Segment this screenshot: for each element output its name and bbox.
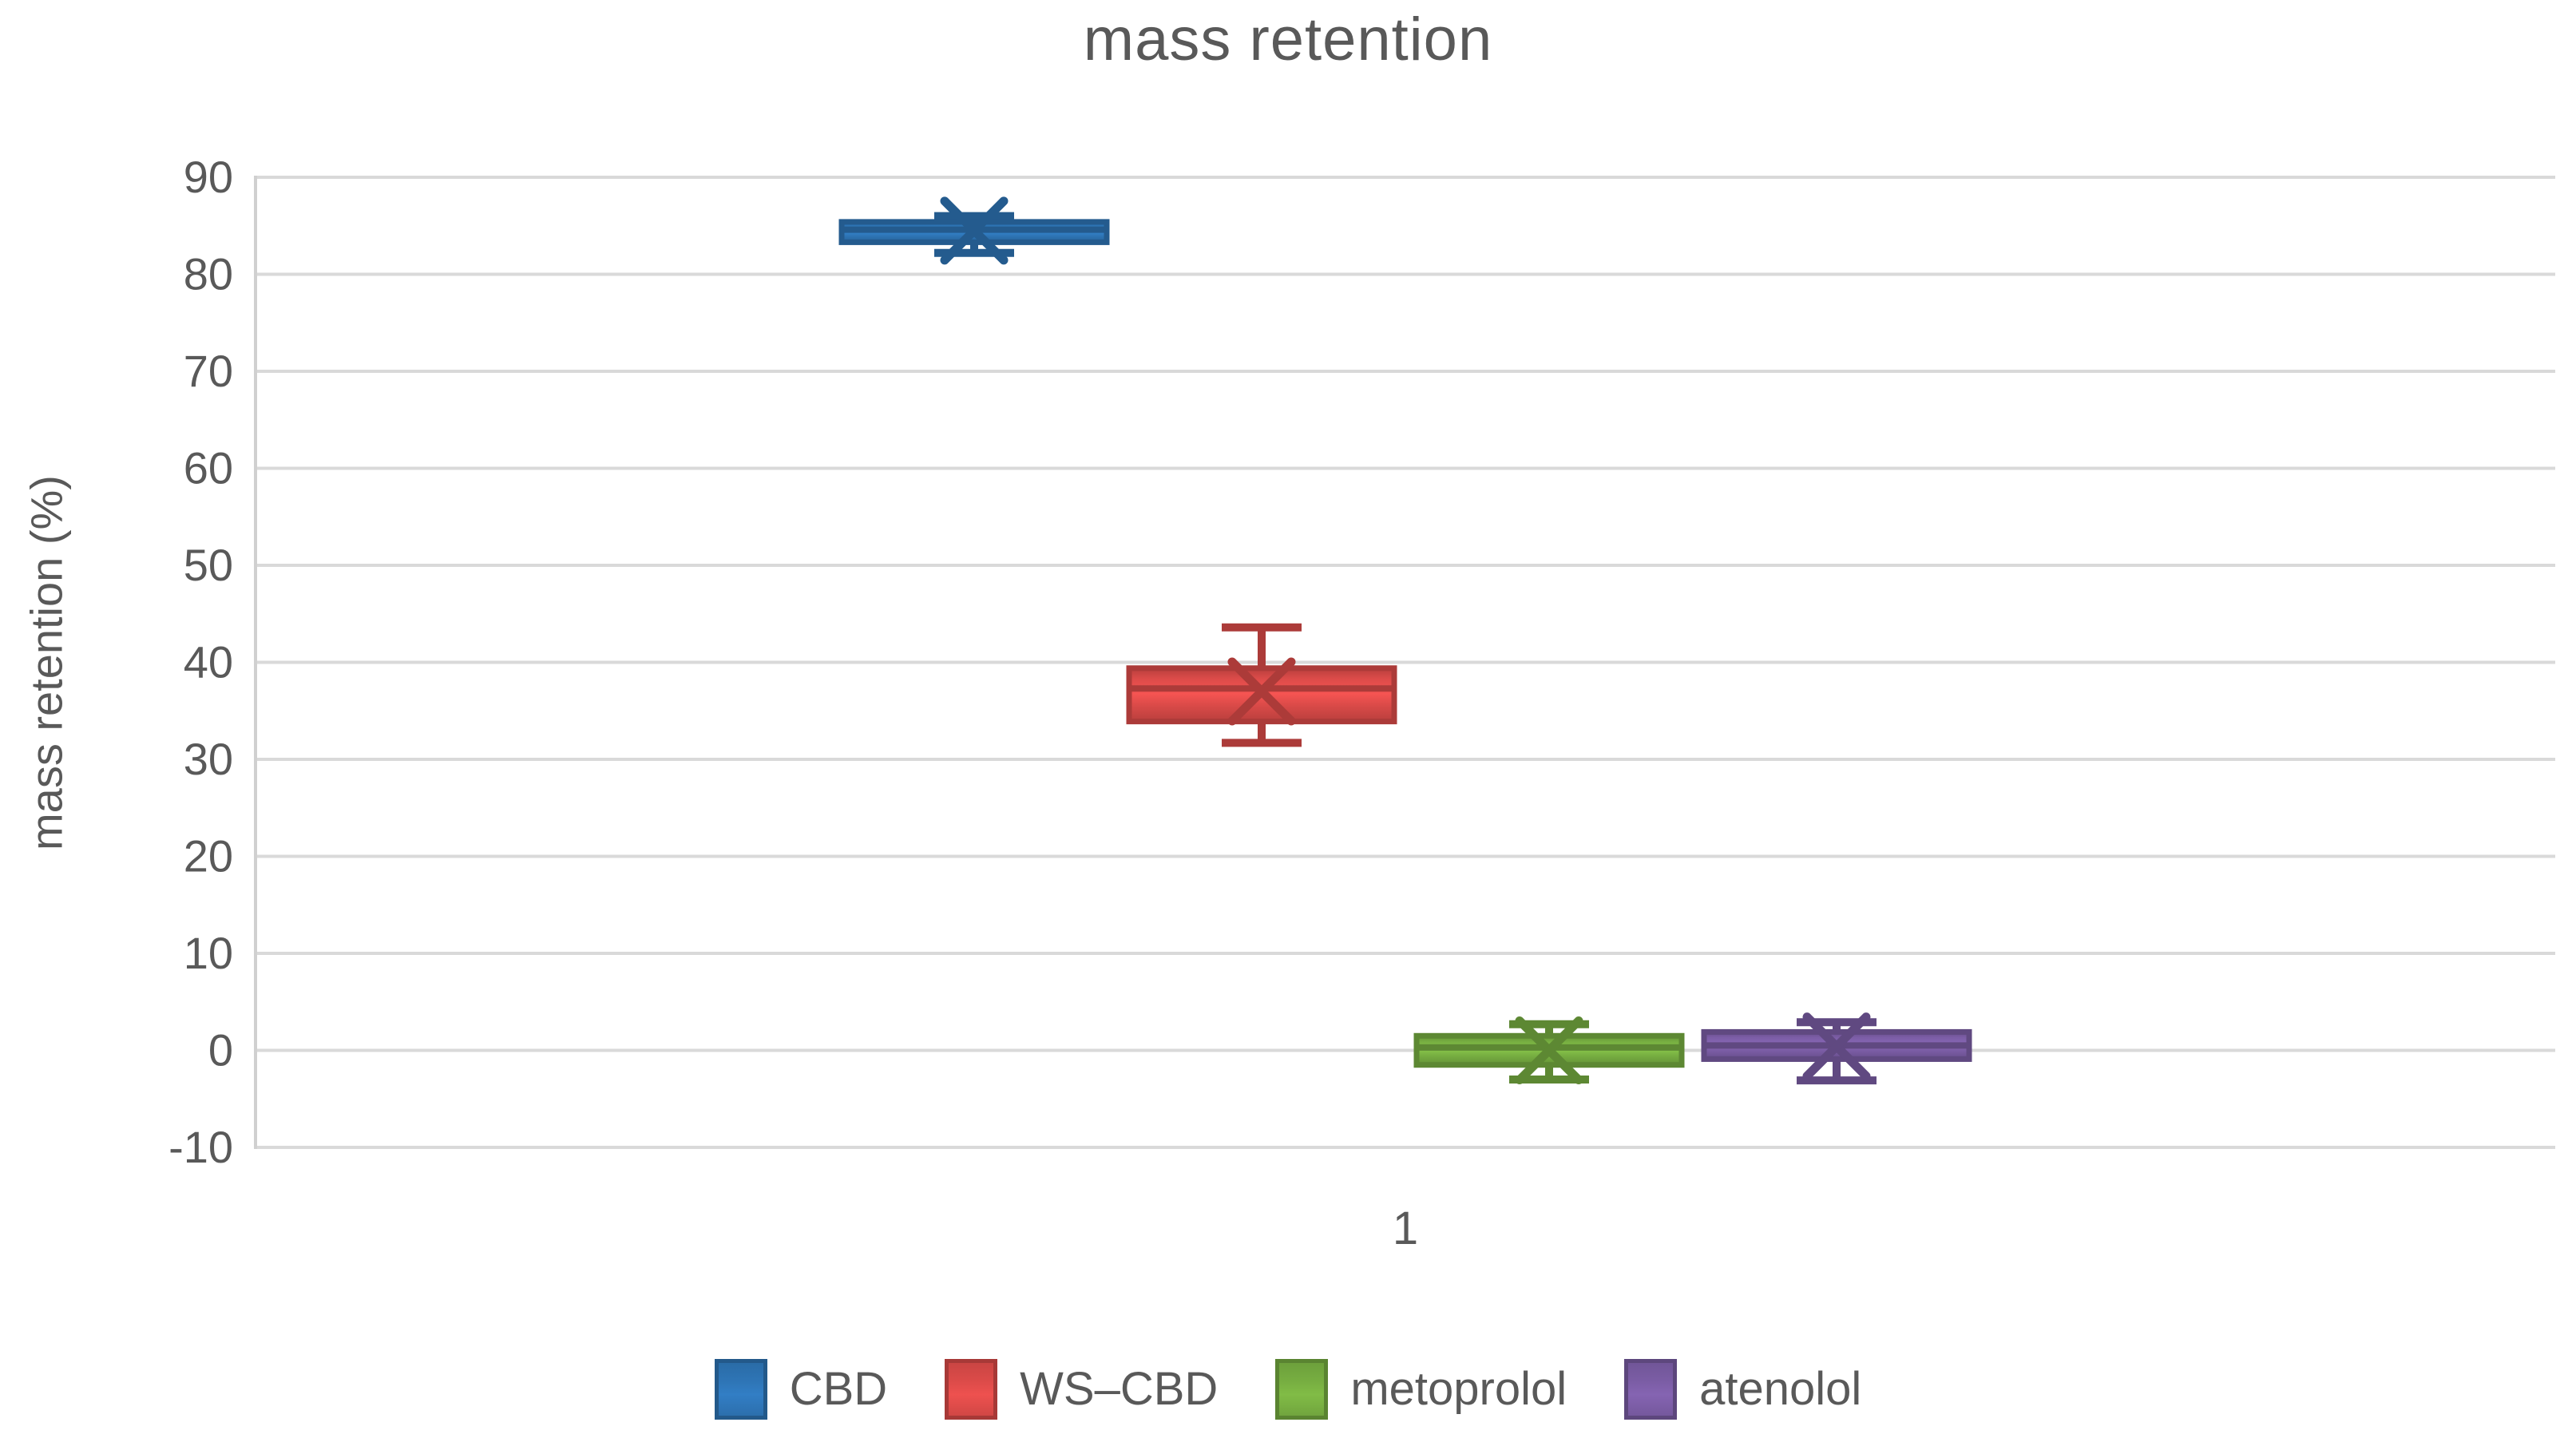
- legend-item-ws-cbd: WS–CBD: [945, 1359, 1218, 1420]
- mean-marker: [1802, 1012, 1871, 1081]
- y-tick-label: 90: [184, 152, 233, 202]
- x-axis-tick-label: 1: [1392, 1202, 1419, 1254]
- mean-marker: [1515, 1016, 1583, 1084]
- legend-swatch-cbd: [714, 1359, 767, 1420]
- chart-title: mass retention: [1083, 6, 1493, 73]
- legend-swatch-ws-cbd: [945, 1359, 998, 1420]
- legend: CBD WS–CBD metoprolol atenolol: [0, 1359, 2576, 1420]
- legend-item-metoprolol: metoprolol: [1275, 1359, 1567, 1420]
- y-tick-label: 80: [184, 249, 233, 299]
- legend-label-ws-cbd: WS–CBD: [1020, 1363, 1219, 1415]
- y-tick-label: 40: [184, 637, 233, 687]
- box-plot-series-WS–CBD: [1126, 623, 1397, 747]
- legend-swatch-metoprolol: [1275, 1359, 1329, 1420]
- mean-marker: [940, 196, 1009, 265]
- y-tick-label: 70: [184, 346, 233, 396]
- y-tick-label: 60: [184, 443, 233, 493]
- legend-label-metoprolol: metoprolol: [1350, 1363, 1567, 1415]
- y-tick-label: -10: [168, 1122, 233, 1172]
- legend-swatch-atenolol: [1624, 1359, 1678, 1420]
- y-tick-label: 20: [184, 831, 233, 881]
- box-plot-series-CBD: [838, 196, 1110, 265]
- legend-item-cbd: CBD: [714, 1359, 888, 1420]
- y-tick-label: 50: [184, 540, 233, 590]
- y-axis-tick-labels: 90 80 70 60 50 40 30 20 10 0 -10: [168, 152, 233, 1172]
- box-plot-series-atenolol: [1701, 1012, 1972, 1085]
- y-tick-label: 10: [184, 928, 233, 978]
- iqr-box: [1126, 665, 1397, 725]
- legend-item-atenolol: atenolol: [1624, 1359, 1861, 1420]
- y-tick-label: 0: [208, 1025, 233, 1076]
- mean-marker: [1227, 657, 1296, 726]
- gridlines: [256, 176, 2555, 1149]
- y-tick-label: 30: [184, 734, 233, 784]
- box-plot-series-metoprolol: [1413, 1016, 1685, 1084]
- legend-label-cbd: CBD: [789, 1363, 888, 1415]
- legend-label-atenolol: atenolol: [1699, 1363, 1862, 1415]
